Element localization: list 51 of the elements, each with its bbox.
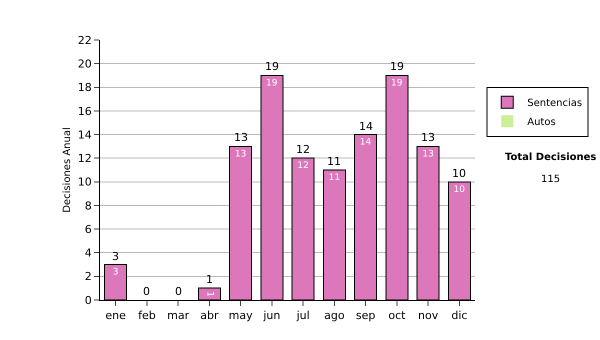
total-label: 14 <box>359 120 373 133</box>
y-axis-title: Decisiones Anual <box>62 127 73 213</box>
data-label: 13 <box>234 149 246 160</box>
total-label: 12 <box>296 143 310 156</box>
y-tick-label: 2 <box>84 270 92 284</box>
x-tick-label: sep <box>356 309 376 322</box>
data-label: 13 <box>422 149 434 160</box>
y-tick-label: 0 <box>84 294 92 307</box>
legend-label: Sentencias <box>527 98 582 110</box>
x-tick-label: ene <box>105 309 126 322</box>
y-tick-label: 4 <box>84 246 92 260</box>
y-tick-label: 6 <box>84 222 92 236</box>
x-tick-label: jun <box>262 309 280 322</box>
x-tick-label: dic <box>451 309 468 322</box>
data-label: 1 <box>204 291 214 297</box>
total-label: 0 <box>175 285 182 298</box>
total-label: 13 <box>234 131 248 144</box>
x-tick-label: feb <box>138 309 156 322</box>
x-tick-label: mar <box>167 309 190 322</box>
total-label: 13 <box>421 131 435 144</box>
total-label: 3 <box>112 250 119 263</box>
x-tick-label: abr <box>200 309 219 322</box>
y-tick-label: 14 <box>78 128 92 142</box>
total-label: 11 <box>327 155 341 168</box>
total-label: 19 <box>390 60 404 73</box>
y-tick-label: 20 <box>78 57 92 70</box>
x-tick-label: jul <box>296 309 310 322</box>
y-tick-label: 18 <box>78 81 92 94</box>
data-label: 19 <box>266 78 278 88</box>
x-tick-label: oct <box>388 309 406 322</box>
text: Total Decisiones <box>505 152 596 163</box>
text: 115 <box>541 174 560 185</box>
total-label: 0 <box>143 285 150 298</box>
total-label: 19 <box>265 60 279 73</box>
total-label: 10 <box>452 167 466 180</box>
data-label: 12 <box>297 161 309 172</box>
total-label: 1 <box>206 273 213 286</box>
y-tick-label: 16 <box>78 104 92 118</box>
data-label: 14 <box>360 138 372 148</box>
y-tick-label: 22 <box>78 34 92 47</box>
y-tick-label: 10 <box>78 176 92 189</box>
data-label: 11 <box>328 173 340 183</box>
y-tick-label: 12 <box>78 152 92 166</box>
x-tick-label: nov <box>418 309 439 322</box>
data-label: 3 <box>112 268 118 278</box>
x-tick-label: ago <box>324 309 345 322</box>
data-label: 19 <box>391 78 403 88</box>
legend-label: Autos <box>527 117 556 128</box>
x-tick-label: may <box>228 309 254 322</box>
data-label: 10 <box>454 184 466 195</box>
y-tick-label: 8 <box>84 199 92 212</box>
